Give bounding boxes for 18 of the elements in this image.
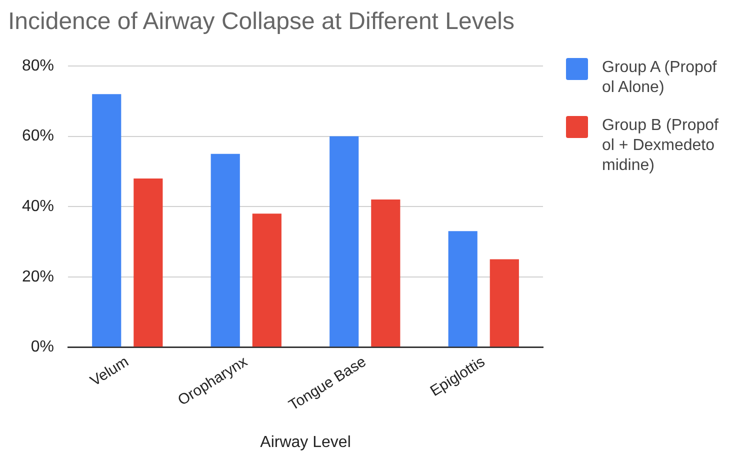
bar (92, 94, 122, 347)
legend-label: Group B (Propofol + Dexmedetomidine) (602, 116, 720, 176)
bar (490, 259, 519, 347)
y-tick-label: 40% (22, 198, 54, 215)
bar (210, 154, 240, 347)
chart-title: Incidence of Airway Collapse at Different Levels (8, 8, 516, 36)
x-axis-title: Airway Level (260, 434, 351, 451)
y-tick-label: 80% (22, 57, 54, 74)
y-tick-label: 20% (22, 268, 54, 286)
legend-label: Group A (Propofol Alone) (602, 58, 718, 98)
y-tick-label: 60% (22, 128, 54, 145)
bar (448, 231, 478, 347)
bar (371, 200, 400, 347)
bar (252, 214, 282, 347)
bar (134, 178, 163, 347)
y-tick-label: 0% (30, 338, 54, 356)
x-tick-label: Velum (87, 353, 132, 390)
bar (330, 136, 359, 347)
